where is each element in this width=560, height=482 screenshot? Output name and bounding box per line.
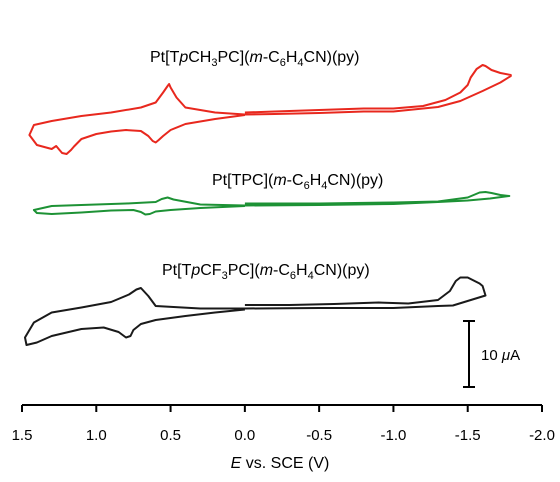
x-tick-label: -1.0 [380,427,406,444]
x-axis-title: E vs. SCE (V) [231,455,330,472]
series-line-tpc [32,191,511,216]
curves-layer [24,64,512,346]
series-label-ch3: Pt[TpCH3PC](m-C6H4CN)(py) [150,49,360,69]
series-line-ch3 [28,64,512,155]
x-tick-label: -0.5 [306,427,332,444]
x-tick-label: 1.5 [12,427,33,444]
x-tick-label: 0.0 [234,427,255,444]
scale-bar: 10 μA [463,320,520,388]
series-line-cf3 [24,276,487,346]
x-tick-label: 0.5 [160,427,181,444]
x-tick-label: -1.5 [455,427,481,444]
series-label-tpc: Pt[TPC](m-C6H4CN)(py) [212,172,383,192]
x-tick-label: -2.0 [529,427,555,444]
x-axis-ticks: 1.5 1.0 0.5 0.0 -0.5 -1.0 -1.5 -2.0 [12,405,555,444]
scale-bar-label: 10 μA [481,347,520,364]
x-tick-label: 1.0 [86,427,107,444]
series-label-cf3: Pt[TpCF3PC](m-C6H4CN)(py) [162,262,370,282]
